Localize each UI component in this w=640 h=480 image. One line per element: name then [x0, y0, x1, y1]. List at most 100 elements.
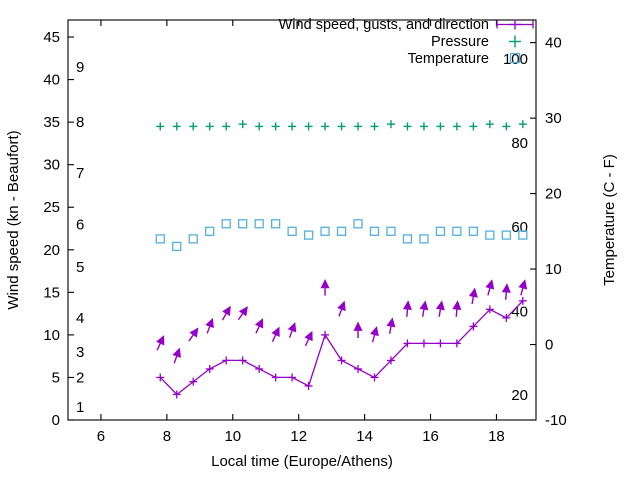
- wind-direction-arrow: [370, 326, 379, 343]
- legend-marker-temperature: [509, 52, 521, 64]
- wind-speed-point: [205, 364, 214, 373]
- x-tick-label: 12: [290, 428, 307, 445]
- temperature-point: [402, 234, 413, 244]
- legend-label-temperature: Temperature: [408, 51, 489, 67]
- wind-speed-point: [255, 364, 264, 373]
- beaufort-label: 3: [76, 344, 84, 361]
- pressure-point: [485, 120, 494, 129]
- fahrenheit-label: 100: [503, 51, 528, 68]
- series-wind-direction-arrows: [156, 278, 528, 364]
- temperature-point: [501, 230, 511, 240]
- fahrenheit-scale-labels: 20 40 60 80 100: [503, 51, 528, 404]
- wind-direction-arrow: [353, 321, 363, 339]
- temperature-point: [518, 230, 528, 240]
- wind-speed-point: [419, 339, 428, 348]
- y2-tick-label: 30: [545, 110, 562, 127]
- wind-direction-arrow: [205, 317, 214, 334]
- plot-frame: [67, 19, 537, 421]
- legend-marker-wind: [496, 19, 534, 30]
- temperature-point: [320, 226, 330, 236]
- wind-direction-arrow: [485, 279, 495, 296]
- wind-speed-point: [271, 373, 280, 382]
- pressure-point: [238, 120, 247, 129]
- temperature-point: [353, 219, 363, 229]
- pressure-point: [189, 122, 198, 131]
- wind-speed-line: [159, 300, 524, 396]
- temperature-point: [188, 234, 198, 244]
- wind-speed-point: [189, 377, 198, 386]
- pressure-point: [518, 120, 527, 129]
- fahrenheit-label: 40: [511, 303, 528, 320]
- wind-speed-point: [386, 356, 395, 365]
- wind-direction-arrow: [337, 300, 346, 317]
- beaufort-scale-labels: 1 2 3 4 5 6 7 8 9: [76, 59, 84, 416]
- wind-direction-arrow: [452, 300, 462, 317]
- wind-direction-arrow: [188, 327, 199, 342]
- wind-direction-arrow: [402, 300, 412, 317]
- fahrenheit-label: 80: [511, 135, 528, 152]
- temperature-point: [369, 226, 380, 236]
- temperature-point: [270, 219, 281, 229]
- wind-speed-point: [403, 339, 412, 348]
- beaufort-label: 4: [76, 310, 84, 327]
- pressure-point: [205, 122, 214, 131]
- temperature-point: [336, 226, 347, 236]
- legend-label-pressure: Pressure: [431, 34, 489, 50]
- pressure-point: [436, 122, 445, 131]
- pressure-point: [386, 120, 395, 129]
- wind-direction-arrow: [386, 317, 396, 334]
- temperature-point: [254, 219, 264, 229]
- pressure-point: [469, 122, 478, 131]
- wind-speed-point: [469, 322, 478, 331]
- y2-tick-label: 40: [545, 35, 562, 52]
- temperature-point: [303, 230, 314, 240]
- beaufort-label: 5: [76, 259, 84, 276]
- pressure-point: [255, 122, 264, 131]
- pressure-point: [337, 122, 346, 131]
- wind-direction-arrow: [518, 279, 528, 296]
- wind-speed-point: [238, 356, 247, 365]
- wind-direction-arrow: [468, 287, 478, 305]
- temperature-point: [172, 241, 182, 252]
- pressure-point: [172, 122, 181, 131]
- wind-speed-point: [156, 373, 165, 382]
- temperature-point: [221, 219, 231, 229]
- wind-direction-arrow: [304, 330, 313, 347]
- y-tick-label: 5: [52, 369, 60, 386]
- wind-direction-arrow: [501, 283, 511, 300]
- y2-tick-label: -10: [545, 412, 567, 429]
- y-axis-title: Wind speed (kn - Beaufort): [5, 130, 22, 309]
- y-tick-label: 35: [43, 114, 60, 131]
- temperature-point: [287, 226, 297, 236]
- x-axis-title: Local time (Europe/Athens): [211, 453, 393, 470]
- x-tick-label: 16: [422, 428, 439, 445]
- pressure-point: [370, 122, 379, 131]
- fahrenheit-label: 20: [511, 387, 528, 404]
- series-temperature: [155, 219, 528, 252]
- y-tick-label: 15: [43, 284, 60, 301]
- y-tick-label: 30: [43, 157, 60, 174]
- beaufort-label: 7: [76, 165, 84, 182]
- temperature-point: [435, 226, 446, 236]
- wind-direction-arrow: [156, 335, 165, 351]
- temperature-point: [452, 226, 462, 236]
- beaufort-label: 6: [76, 216, 84, 233]
- beaufort-label: 8: [76, 114, 84, 131]
- wind-speed-point: [370, 373, 379, 382]
- y-tick-label: 10: [43, 327, 60, 344]
- beaufort-label: 1: [76, 399, 84, 416]
- temperature-point: [419, 234, 429, 244]
- wind-direction-arrow: [320, 278, 330, 296]
- legend-marker-pressure: [509, 35, 521, 48]
- wind-speed-point: [502, 313, 511, 322]
- y-tick-label: 25: [43, 199, 60, 216]
- temperature-point: [468, 226, 479, 236]
- wind-speed-point: [354, 364, 363, 373]
- y2-tick-label: 10: [545, 261, 562, 278]
- pressure-point: [222, 122, 231, 131]
- wind-direction-arrow: [419, 300, 429, 317]
- y2-axis-title: Temperature (C - F): [601, 154, 618, 286]
- wind-speed-point: [222, 356, 231, 365]
